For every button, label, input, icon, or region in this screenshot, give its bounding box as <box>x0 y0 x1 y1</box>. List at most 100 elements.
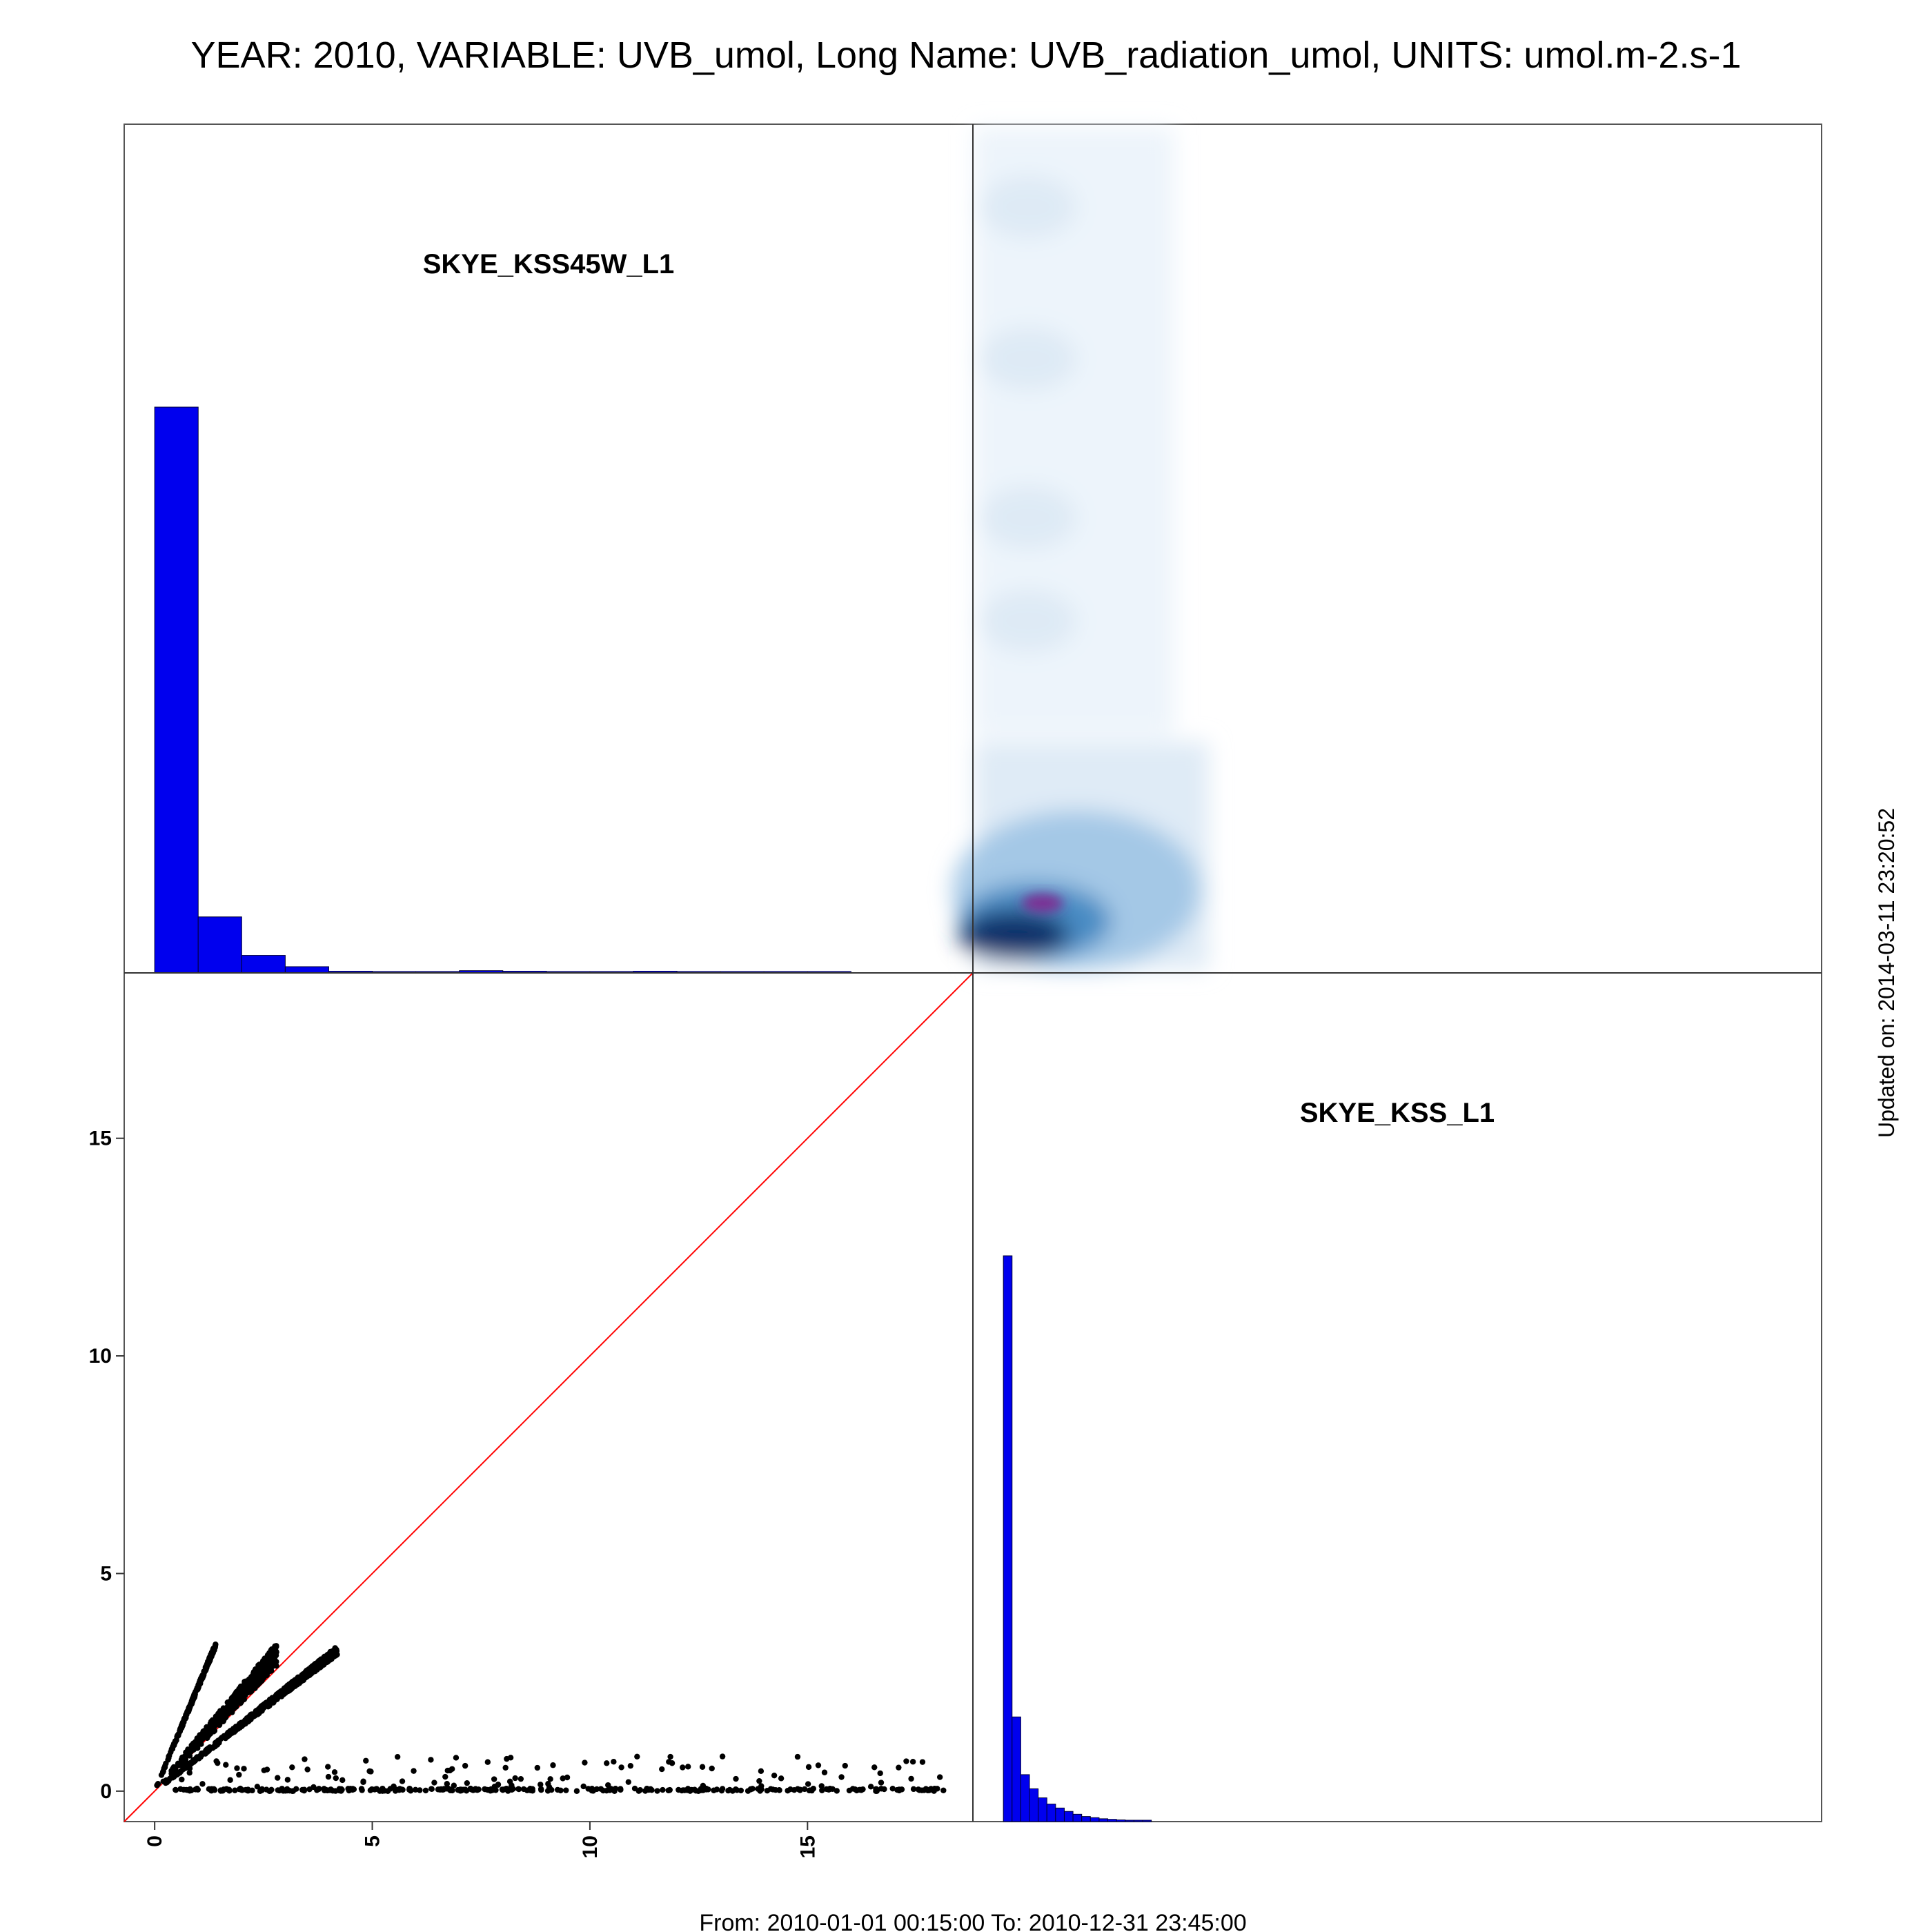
data-point <box>396 1787 402 1793</box>
data-point <box>264 1668 270 1675</box>
data-point <box>168 1771 175 1777</box>
data-point <box>289 1764 295 1771</box>
data-point <box>468 1786 474 1793</box>
data-point <box>756 1777 762 1784</box>
data-point <box>549 1786 555 1793</box>
data-point <box>248 1674 255 1681</box>
data-point <box>512 1775 518 1782</box>
data-point <box>462 1762 469 1769</box>
data-point <box>495 1781 502 1788</box>
data-point <box>659 1766 665 1773</box>
data-point <box>582 1759 588 1766</box>
data-point <box>618 1786 624 1792</box>
data-point <box>329 1652 335 1658</box>
data-point <box>458 1786 464 1793</box>
data-point <box>204 1662 211 1668</box>
data-point <box>319 1659 326 1665</box>
data-point <box>604 1760 610 1766</box>
data-point <box>179 1776 185 1783</box>
data-point <box>538 1782 544 1788</box>
data-point <box>232 1787 238 1793</box>
histogram-bar <box>1046 1804 1056 1822</box>
data-point <box>223 1762 229 1768</box>
data-point <box>444 1781 451 1787</box>
data-point <box>175 1733 181 1739</box>
data-point <box>310 1784 317 1791</box>
data-point <box>237 1785 244 1792</box>
data-point <box>173 1737 179 1744</box>
data-point <box>277 1693 284 1699</box>
data-point <box>185 1746 191 1753</box>
data-point <box>695 1788 702 1794</box>
data-point <box>909 1759 916 1765</box>
data-point <box>705 1786 711 1793</box>
histogram-bar <box>1003 1255 1013 1822</box>
data-point <box>894 1786 900 1793</box>
data-point <box>158 1772 165 1778</box>
data-point <box>618 1764 624 1771</box>
data-point <box>428 1786 435 1792</box>
data-point <box>563 1787 569 1793</box>
data-point <box>233 1704 239 1710</box>
data-point <box>916 1787 923 1793</box>
histogram-bar <box>197 916 242 974</box>
data-point <box>878 1786 885 1792</box>
data-point <box>940 1787 947 1794</box>
density-region <box>980 486 1076 549</box>
histogram-bar <box>1072 1813 1083 1822</box>
updated-caption: Updated on: 2014-03-11 23:20:52 <box>1874 808 1899 1138</box>
data-point <box>208 1786 215 1792</box>
data-point <box>667 1787 673 1793</box>
data-point <box>210 1744 217 1751</box>
data-point <box>322 1653 328 1660</box>
data-point <box>684 1764 691 1770</box>
data-point <box>188 1700 195 1707</box>
data-point <box>725 1787 731 1794</box>
x-tick-label: 5 <box>362 1835 384 1847</box>
data-point <box>273 1695 279 1702</box>
data-point <box>573 1788 580 1794</box>
data-point <box>815 1762 822 1768</box>
data-point <box>453 1755 460 1761</box>
data-point <box>680 1764 686 1771</box>
histogram-bar <box>1038 1797 1047 1822</box>
data-point <box>181 1717 187 1724</box>
data-point <box>217 1788 224 1794</box>
data-point <box>491 1776 497 1782</box>
data-point <box>270 1699 277 1706</box>
histogram-bar <box>154 406 199 974</box>
data-point <box>506 1778 513 1785</box>
data-point <box>896 1764 902 1771</box>
x-tick-label: 15 <box>796 1835 819 1858</box>
data-point <box>428 1757 434 1763</box>
data-point <box>284 1787 290 1794</box>
data-point <box>182 1765 189 1771</box>
data-point <box>729 1788 736 1794</box>
data-point <box>366 1768 373 1775</box>
data-point <box>197 1753 204 1759</box>
data-point <box>819 1787 825 1794</box>
data-point <box>179 1724 185 1731</box>
histogram-bar <box>241 955 286 974</box>
data-point <box>867 1784 874 1790</box>
data-point <box>719 1786 726 1792</box>
data-point <box>484 1759 491 1765</box>
data-point <box>637 1786 643 1793</box>
data-point <box>262 1655 268 1662</box>
data-point <box>818 1783 825 1789</box>
data-point <box>264 1766 270 1773</box>
data-point <box>261 1672 267 1678</box>
data-point <box>224 1708 231 1715</box>
histogram-bar <box>1055 1807 1065 1822</box>
data-point <box>873 1786 880 1793</box>
data-point <box>273 1652 279 1659</box>
data-point <box>339 1777 346 1784</box>
y-tick-label: 0 <box>100 1780 112 1803</box>
data-point <box>627 1762 634 1769</box>
data-point <box>550 1762 556 1768</box>
histogram-skye-kss <box>1003 1255 1152 1822</box>
data-point <box>608 1786 614 1792</box>
data-point <box>195 1682 201 1688</box>
data-point <box>182 1755 188 1762</box>
